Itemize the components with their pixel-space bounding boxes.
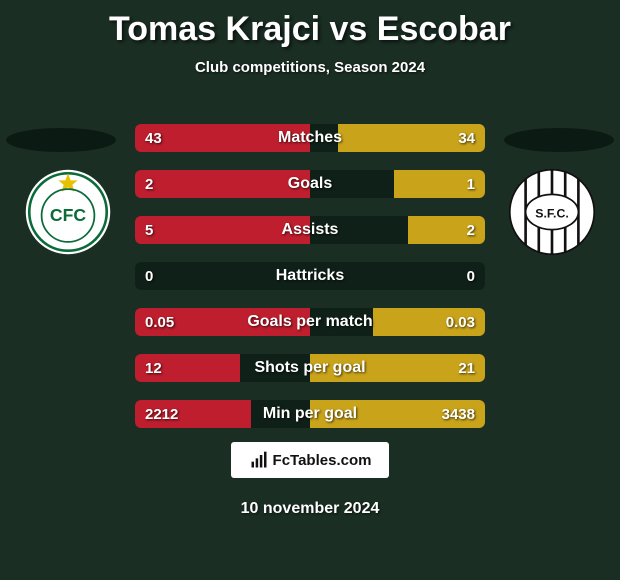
stat-row: 52Assists <box>135 216 485 244</box>
stat-label: Min per goal <box>135 400 485 428</box>
stat-row: 00Hattricks <box>135 262 485 290</box>
stat-row: 4334Matches <box>135 124 485 152</box>
stat-row: 21Goals <box>135 170 485 198</box>
branding-badge: FcTables.com <box>231 442 389 478</box>
stat-label: Matches <box>135 124 485 152</box>
stat-label: Goals <box>135 170 485 198</box>
stat-label: Hattricks <box>135 262 485 290</box>
stat-label: Goals per match <box>135 308 485 336</box>
branding-text: FcTables.com <box>273 452 372 469</box>
stat-label: Shots per goal <box>135 354 485 382</box>
page-title: Tomas Krajci vs Escobar <box>0 0 620 49</box>
comparison-chart: 4334Matches 21Goals 52Assists 00Hattricks 0.… <box>0 110 620 446</box>
stat-row: 22123438Min per goal <box>135 400 485 428</box>
stat-rows-container: 4334Matches 21Goals 52Assists 00Hattricks 0.… <box>135 110 485 428</box>
stat-label: Assists <box>135 216 485 244</box>
stat-row: 1221Shots per goal <box>135 354 485 382</box>
chart-icon <box>249 450 269 470</box>
date-text: 10 november 2024 <box>0 500 620 518</box>
subtitle: Club competitions, Season 2024 <box>0 59 620 76</box>
stat-row: 0.050.03Goals per match <box>135 308 485 336</box>
